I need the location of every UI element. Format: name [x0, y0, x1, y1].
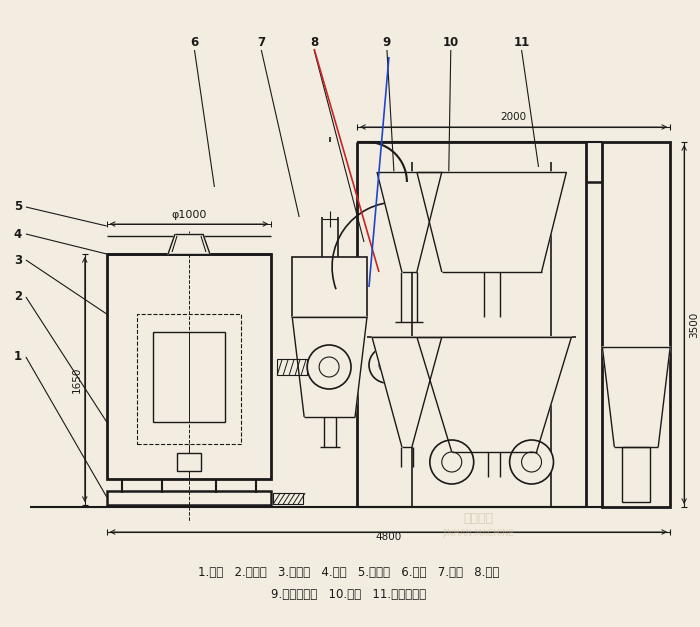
- Polygon shape: [377, 172, 442, 272]
- Text: 4800: 4800: [375, 532, 402, 542]
- Circle shape: [442, 452, 462, 472]
- Text: 3: 3: [14, 253, 22, 266]
- Circle shape: [510, 440, 554, 484]
- Circle shape: [369, 347, 405, 383]
- Bar: [153, 332, 225, 422]
- Polygon shape: [417, 337, 571, 452]
- Circle shape: [522, 452, 542, 472]
- Bar: [136, 314, 241, 444]
- Circle shape: [430, 440, 474, 484]
- Circle shape: [319, 357, 339, 377]
- Text: 1.底座   2.回风道   3.激振器   4.筛网   5.进料斗   6.风机   7.绞龙   8.料仓: 1.底座 2.回风道 3.激振器 4.筛网 5.进料斗 6.风机 7.绞龙 8.…: [198, 566, 500, 579]
- Text: 10: 10: [442, 36, 459, 48]
- Bar: [277, 359, 307, 375]
- Circle shape: [307, 345, 351, 389]
- Text: 2000: 2000: [500, 112, 526, 122]
- Text: 金汉机械: 金汉机械: [463, 512, 494, 525]
- Bar: [292, 257, 367, 317]
- Text: 6: 6: [190, 36, 199, 48]
- Text: 2: 2: [14, 290, 22, 303]
- Bar: [106, 254, 272, 479]
- Text: 11: 11: [514, 36, 530, 48]
- Text: 9.旋风分离器   10.支架   11.布袋除尘器: 9.旋风分离器 10.支架 11.布袋除尘器: [272, 587, 426, 601]
- Bar: [177, 453, 201, 471]
- Polygon shape: [372, 337, 442, 447]
- Text: 3500: 3500: [689, 312, 699, 337]
- Text: 1650: 1650: [72, 366, 82, 393]
- Text: 4: 4: [14, 228, 22, 241]
- Bar: [622, 447, 650, 502]
- Text: 7: 7: [257, 36, 265, 48]
- Text: 1: 1: [14, 350, 22, 364]
- Bar: [106, 491, 272, 505]
- Polygon shape: [168, 234, 210, 254]
- Text: 8: 8: [310, 36, 319, 48]
- Polygon shape: [417, 172, 566, 272]
- Bar: [273, 493, 303, 504]
- Circle shape: [379, 357, 395, 373]
- Text: 9: 9: [383, 36, 391, 48]
- Text: φ1000: φ1000: [172, 210, 206, 220]
- Text: JINHAN MACHINE: JINHAN MACHINE: [443, 529, 514, 537]
- Polygon shape: [292, 317, 367, 417]
- Text: 5: 5: [14, 201, 22, 214]
- Polygon shape: [603, 347, 670, 447]
- Bar: [603, 142, 670, 507]
